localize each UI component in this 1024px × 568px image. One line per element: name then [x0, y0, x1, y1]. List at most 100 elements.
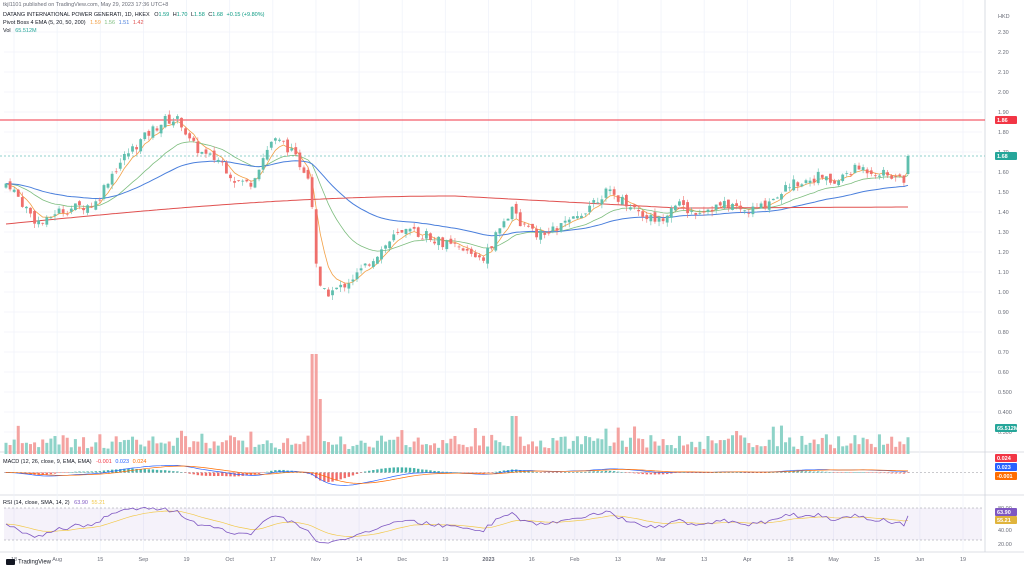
candle-body[interactable]: [102, 185, 106, 199]
candle-body[interactable]: [98, 199, 102, 201]
candle-body[interactable]: [367, 264, 371, 266]
candle-body[interactable]: [424, 231, 428, 239]
candle-body[interactable]: [310, 177, 314, 208]
candle-body[interactable]: [849, 174, 853, 175]
candle-body[interactable]: [882, 169, 885, 176]
candle-body[interactable]: [571, 216, 575, 219]
candle-body[interactable]: [294, 147, 298, 155]
candle-body[interactable]: [20, 197, 24, 207]
candle-body[interactable]: [833, 180, 836, 184]
candle-body[interactable]: [722, 200, 726, 208]
candle-body[interactable]: [396, 231, 400, 233]
candle-body[interactable]: [869, 170, 873, 174]
candle-body[interactable]: [727, 199, 730, 208]
candle-body[interactable]: [878, 175, 881, 177]
candle-body[interactable]: [535, 228, 538, 238]
candle-body[interactable]: [461, 248, 465, 251]
candle-body[interactable]: [8, 181, 12, 190]
candle-body[interactable]: [380, 249, 383, 260]
candle-body[interactable]: [212, 150, 216, 160]
candle-body[interactable]: [151, 126, 155, 138]
candle-body[interactable]: [469, 248, 473, 254]
vol-legend-row[interactable]: Vol 65.512M: [3, 27, 266, 35]
candle-body[interactable]: [65, 213, 69, 215]
candle-body[interactable]: [653, 212, 657, 222]
candle-body[interactable]: [355, 272, 359, 280]
candle-body[interactable]: [282, 140, 285, 142]
candle-body[interactable]: [4, 183, 8, 188]
candle-body[interactable]: [714, 204, 718, 210]
candle-body[interactable]: [608, 189, 612, 192]
candle-body[interactable]: [559, 223, 563, 232]
candle-body[interactable]: [531, 223, 534, 229]
candle-body[interactable]: [743, 210, 747, 212]
candle-body[interactable]: [567, 219, 571, 223]
candle-body[interactable]: [139, 139, 143, 152]
candle-body[interactable]: [576, 216, 579, 219]
candle-body[interactable]: [861, 167, 865, 171]
candle-body[interactable]: [188, 133, 192, 139]
candle-body[interactable]: [106, 183, 110, 188]
candle-body[interactable]: [747, 212, 751, 214]
candle-body[interactable]: [739, 205, 743, 210]
candle-body[interactable]: [29, 207, 32, 214]
candle-body[interactable]: [408, 228, 412, 232]
candle-body[interactable]: [894, 176, 898, 177]
candle-body[interactable]: [633, 204, 636, 208]
candle-body[interactable]: [547, 232, 551, 234]
candle-body[interactable]: [853, 164, 857, 173]
symbol-title[interactable]: DATANG INTERNATIONAL POWER GENERATI, 1D,…: [3, 12, 150, 18]
candle-body[interactable]: [873, 175, 877, 177]
candle-body[interactable]: [473, 252, 477, 258]
candle-body[interactable]: [331, 290, 334, 296]
macd-legend[interactable]: MACD (12, 26, close, 9, EMA, EMA) -0.001…: [3, 459, 148, 465]
candle-body[interactable]: [890, 175, 894, 179]
candle-body[interactable]: [751, 206, 755, 215]
candle-body[interactable]: [110, 173, 114, 185]
candle-body[interactable]: [45, 217, 49, 225]
candle-body[interactable]: [302, 167, 306, 173]
candle-body[interactable]: [682, 200, 685, 206]
candle-body[interactable]: [788, 187, 792, 189]
candle-body[interactable]: [94, 201, 98, 210]
candle-body[interactable]: [57, 208, 61, 214]
candle-body[interactable]: [694, 212, 698, 215]
candle-body[interactable]: [767, 201, 771, 210]
candle-body[interactable]: [208, 153, 212, 155]
candle-body[interactable]: [339, 284, 343, 288]
candle-body[interactable]: [404, 228, 408, 234]
candle-body[interactable]: [629, 207, 632, 210]
candle-body[interactable]: [551, 226, 555, 232]
candle-body[interactable]: [433, 241, 436, 244]
candle-body[interactable]: [829, 173, 832, 183]
candle-body[interactable]: [171, 121, 175, 126]
candle-body[interactable]: [327, 289, 330, 297]
tradingview-logo[interactable]: TradingView: [6, 559, 51, 566]
candle-body[interactable]: [78, 201, 81, 206]
candle-body[interactable]: [543, 232, 547, 235]
candle-body[interactable]: [820, 174, 824, 178]
candle-body[interactable]: [486, 247, 490, 264]
candle-body[interactable]: [241, 180, 245, 182]
candle-body[interactable]: [314, 209, 318, 264]
candle-body[interactable]: [596, 202, 600, 204]
candle-body[interactable]: [669, 208, 673, 218]
candle-body[interactable]: [808, 180, 812, 183]
candle-body[interactable]: [278, 139, 281, 141]
candle-body[interactable]: [224, 162, 228, 174]
candle-body[interactable]: [167, 114, 171, 124]
candle-body[interactable]: [73, 203, 77, 211]
candle-body[interactable]: [522, 223, 526, 225]
candle-body[interactable]: [286, 139, 290, 153]
candle-body[interactable]: [335, 287, 338, 290]
candle-body[interactable]: [420, 238, 424, 240]
candle-body[interactable]: [498, 228, 502, 234]
candle-body[interactable]: [592, 200, 596, 203]
time-axis[interactable]: 18 Aug 15 Sep 19 Oct 17 Nov 14 Dec 19 2023 16 Feb 13 Ma…: [11, 557, 966, 563]
candle-body[interactable]: [269, 141, 273, 148]
candle-body[interactable]: [114, 171, 118, 173]
candle-body[interactable]: [792, 179, 796, 191]
candle-body[interactable]: [678, 201, 681, 206]
candle-body[interactable]: [824, 176, 828, 181]
candle-body[interactable]: [616, 195, 620, 202]
